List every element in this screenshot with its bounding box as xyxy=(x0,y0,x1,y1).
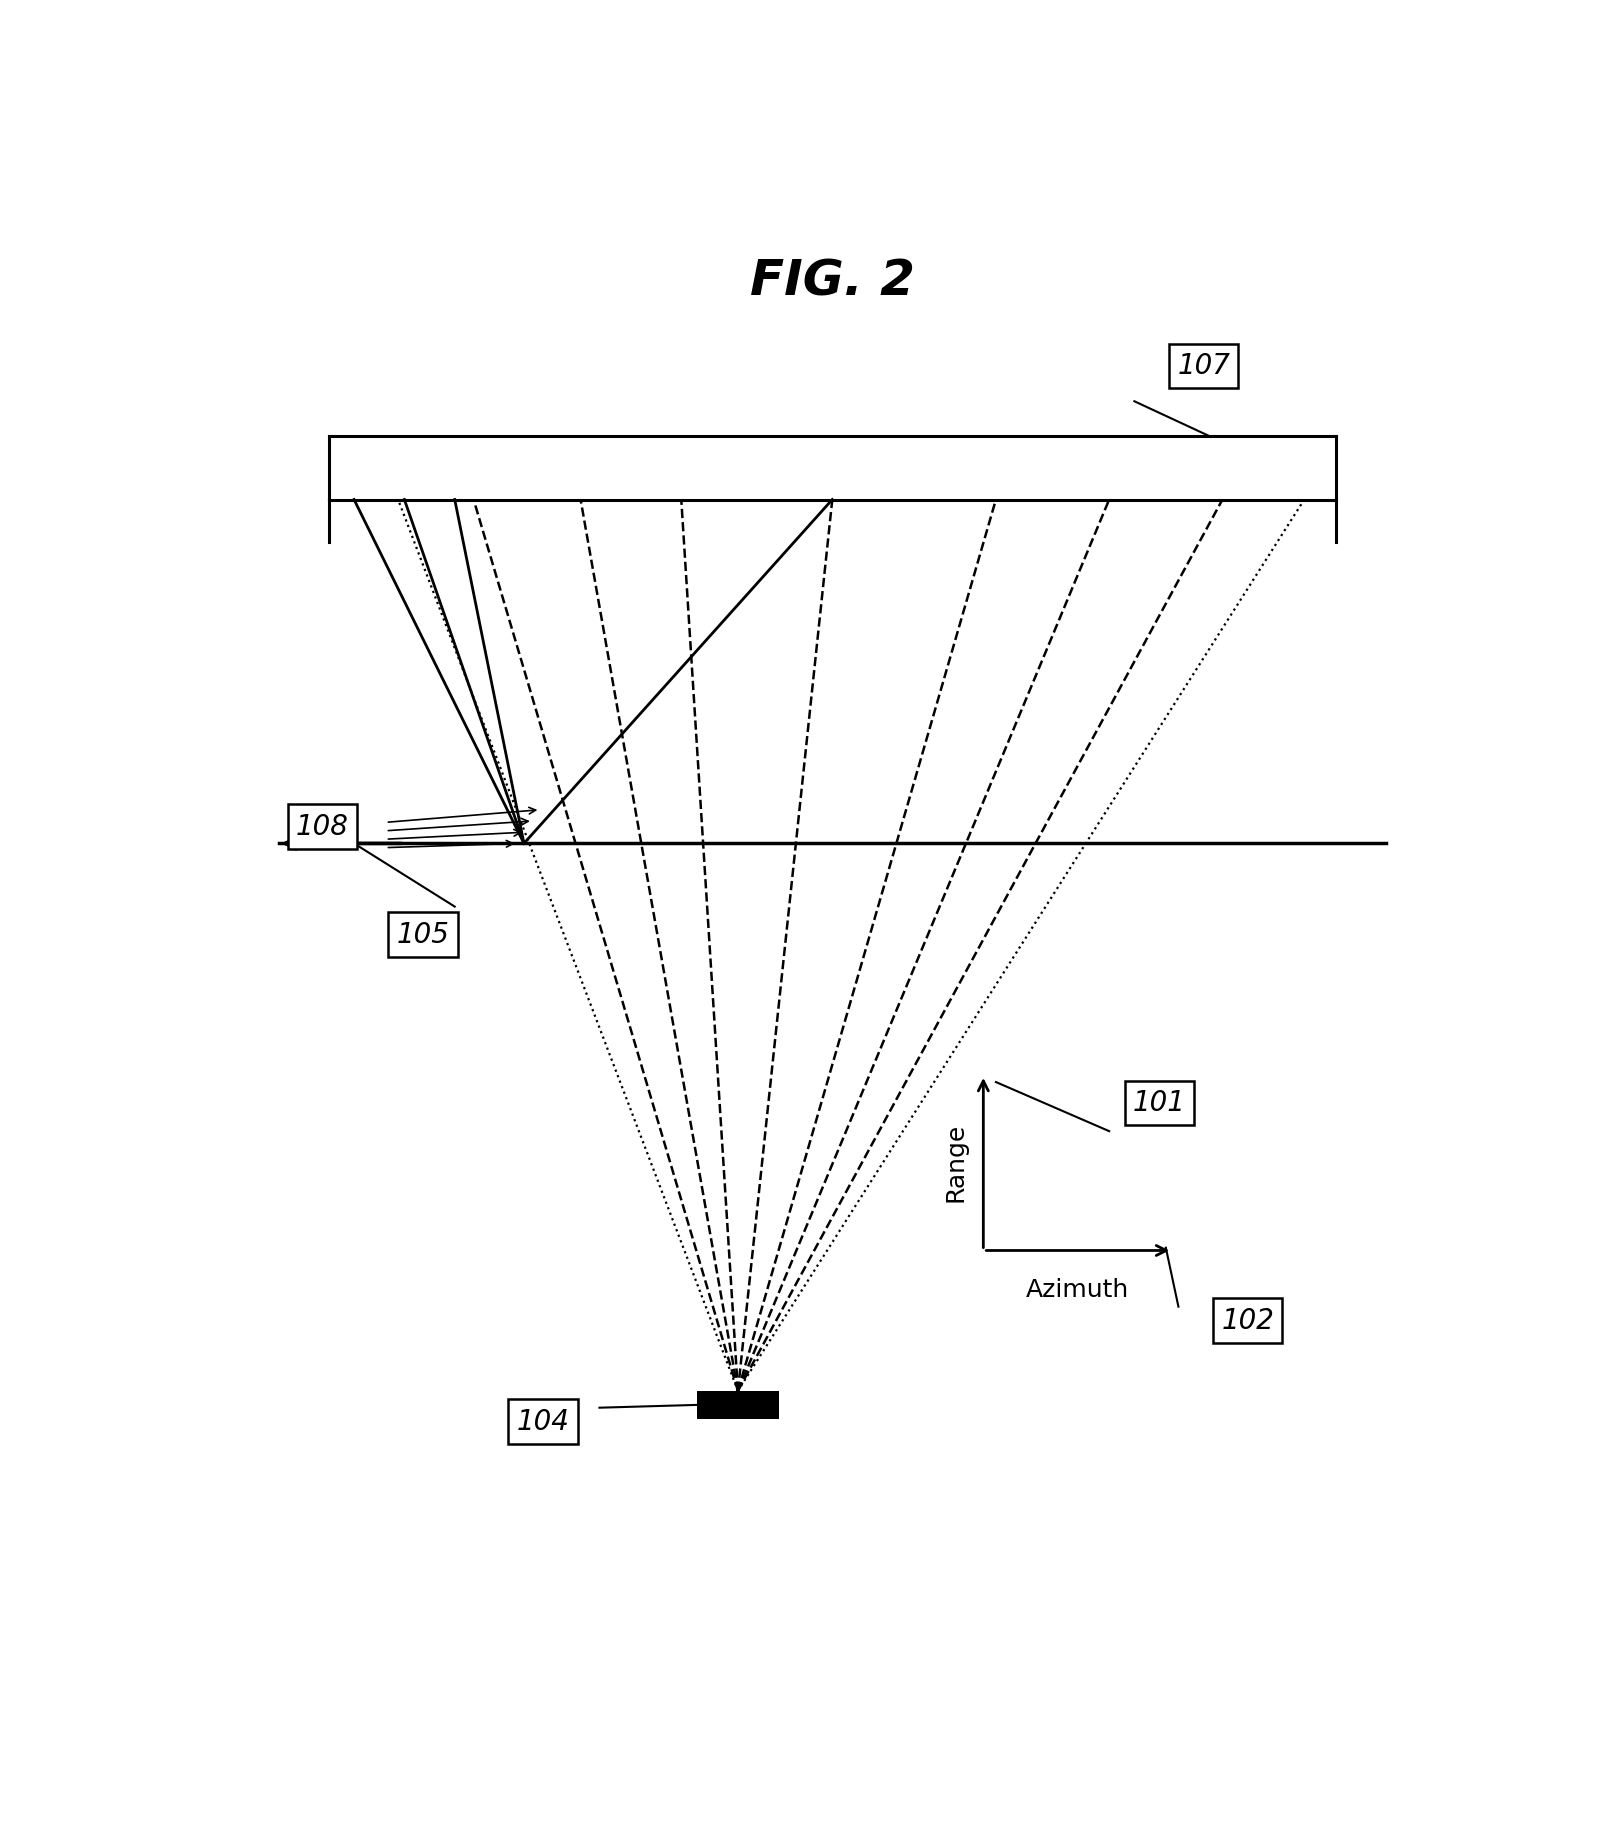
Text: 101: 101 xyxy=(1133,1088,1185,1117)
Text: 107: 107 xyxy=(1177,352,1229,381)
Bar xyxy=(696,1391,779,1418)
Text: FIG. 2: FIG. 2 xyxy=(750,257,914,306)
Text: Range: Range xyxy=(943,1123,967,1203)
Text: Azimuth: Azimuth xyxy=(1026,1278,1128,1302)
Text: 102: 102 xyxy=(1220,1307,1274,1334)
Text: 105: 105 xyxy=(396,921,450,948)
Text: 104: 104 xyxy=(516,1407,570,1437)
Text: 108: 108 xyxy=(295,813,349,840)
